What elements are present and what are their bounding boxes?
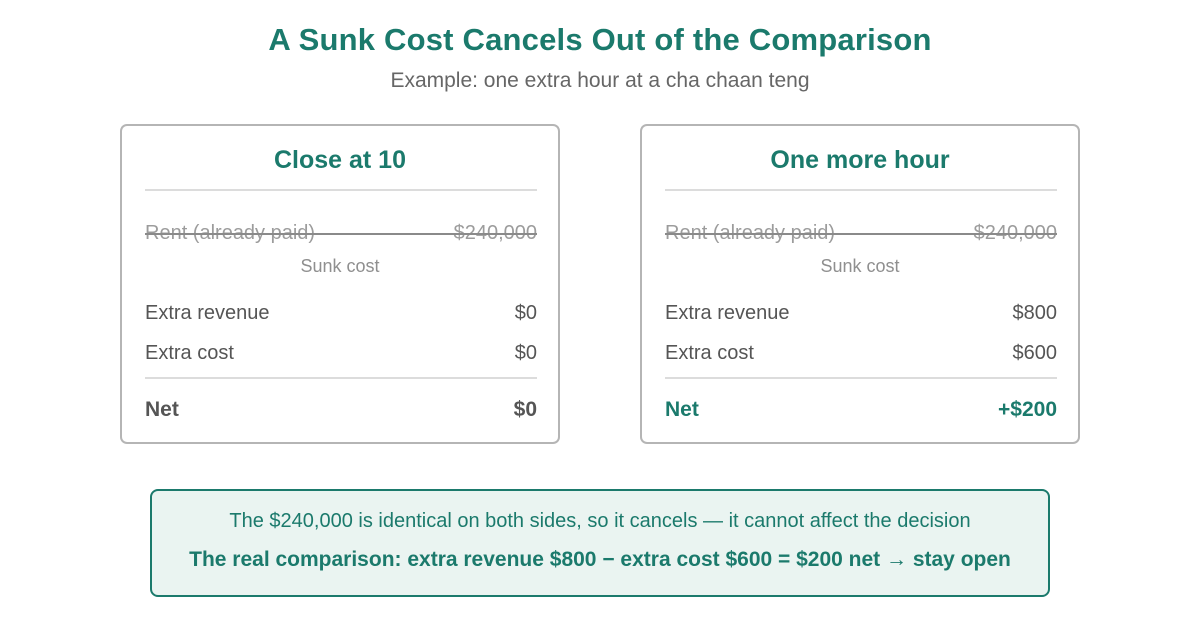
extra-revenue-value: $800 [1012,302,1058,324]
extra-revenue-row: Extra revenue $0 [145,302,537,325]
net-label: Net [145,398,179,421]
extra-cost-row: Extra cost $600 [665,342,1057,365]
card-header-divider [665,189,1057,191]
net-value: $0 [513,398,537,421]
extra-cost-value: $0 [514,342,537,364]
extra-cost-label: Extra cost [665,342,754,364]
sunk-cost-note: Sunk cost [300,256,380,276]
card-title: One more hour [770,146,950,174]
extra-revenue-value: $0 [514,302,537,324]
sunk-cost-strikethrough [145,233,537,235]
card-title: Close at 10 [273,146,406,174]
net-value: +$200 [998,398,1057,421]
extra-revenue-label: Extra revenue [145,302,270,324]
sunk-cost-note: Sunk cost [820,256,900,276]
summary-explanation: The $240,000 is identical on both sides,… [229,510,971,532]
summary-conclusion: The real comparison: extra revenue $800 … [189,548,1011,571]
net-row: Net $0 [145,398,537,422]
net-label: Net [665,398,699,421]
extra-revenue-label: Extra revenue [665,302,790,324]
page-subtitle: Example: one extra hour at a cha chaan t… [390,69,810,92]
net-row: Net +$200 [665,398,1057,422]
extra-cost-value: $600 [1012,342,1058,364]
sunk-cost-strikethrough [665,233,1057,235]
net-divider [145,377,537,379]
page-title: A Sunk Cost Cancels Out of the Compariso… [268,22,932,57]
summary-box: The $240,000 is identical on both sides,… [150,489,1050,597]
close-at-10-card: Close at 10 Rent (already paid) $240,000… [120,124,560,444]
net-divider [665,377,1057,379]
extra-revenue-row: Extra revenue $800 [665,302,1057,325]
one-more-hour-card: One more hour Rent (already paid) $240,0… [640,124,1080,444]
extra-cost-row: Extra cost $0 [145,342,537,365]
card-header-divider [145,189,537,191]
extra-cost-label: Extra cost [145,342,234,364]
